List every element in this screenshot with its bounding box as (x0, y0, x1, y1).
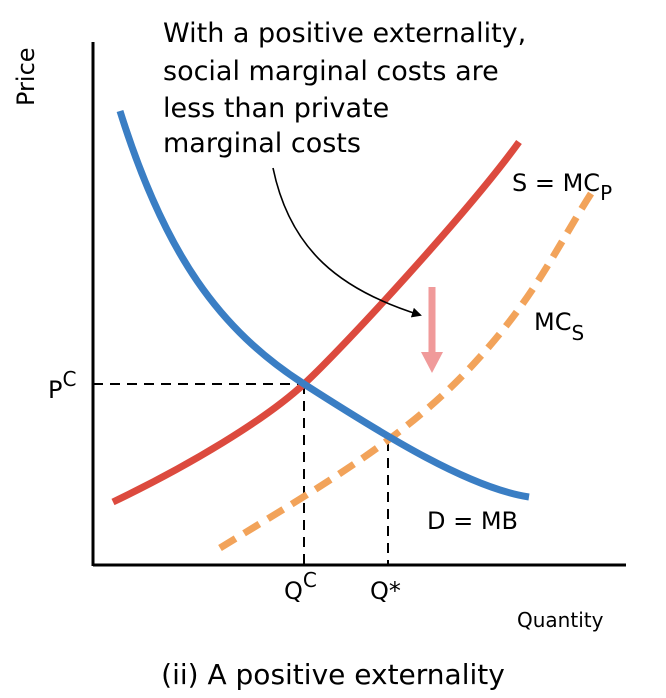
y-axis-label: Price (12, 47, 40, 106)
price-competitive-label: PC (48, 367, 76, 404)
supply-label-main: S = MC (512, 169, 600, 197)
price-competitive-base: P (48, 376, 62, 404)
quantity-competitive-label: QC (284, 568, 317, 605)
social-cost-label: MCS (534, 308, 584, 345)
supply-label: S = MCP (512, 169, 612, 205)
annotation-line-2: social marginal costs are (163, 56, 499, 87)
quantity-competitive-sup: C (303, 568, 317, 592)
shift-arrow-head (421, 352, 443, 373)
social-cost-curve (218, 190, 595, 551)
x-axis-label: Quantity (517, 608, 604, 632)
demand-label: D = MB (427, 507, 518, 535)
annotation-line-4: marginal costs (163, 128, 361, 159)
supply-label-sub: P (600, 181, 612, 205)
annotation-line-3: less than private (163, 93, 389, 124)
quantity-optimal-label: Q* (370, 577, 401, 605)
annotation-arrow (272, 167, 422, 318)
social-cost-label-main: MC (534, 308, 571, 336)
demand-curve (116, 109, 530, 501)
supply-curve (111, 139, 522, 506)
annotation-line-1: With a positive externality, (163, 18, 526, 49)
price-competitive-sup: C (62, 367, 76, 391)
figure-caption: (ii) A positive externality (161, 658, 505, 691)
quantity-competitive-base: Q (284, 577, 303, 605)
social-cost-label-sub: S (571, 321, 584, 345)
